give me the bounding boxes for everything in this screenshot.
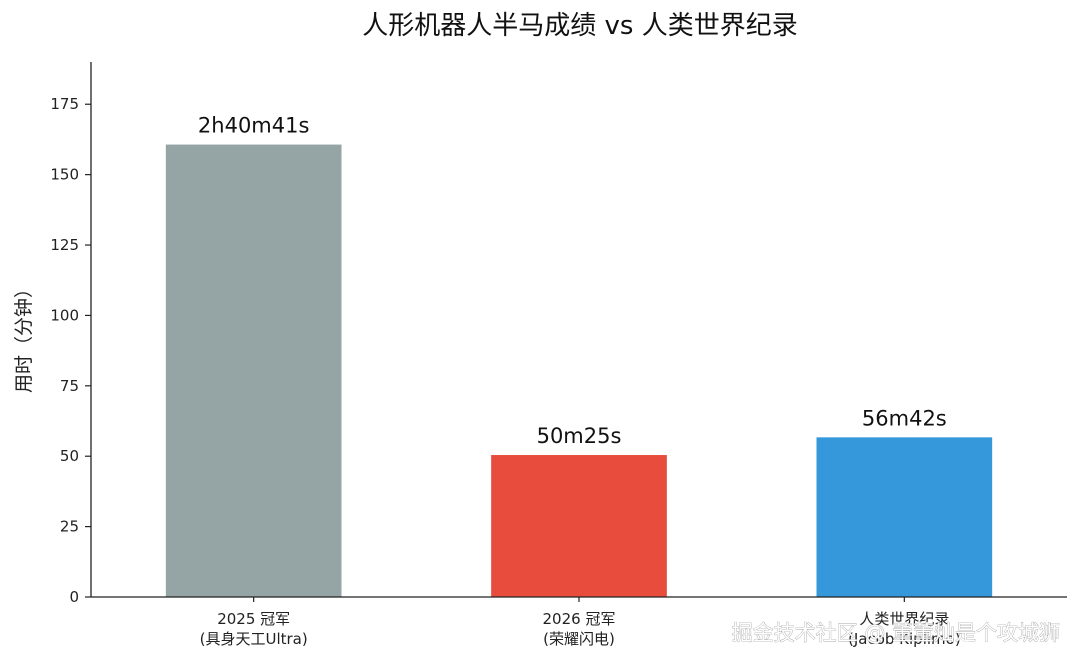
y-tick-label: 150 bbox=[50, 166, 79, 184]
data-labels: 2h40m41s 50m25s 56m42s bbox=[198, 114, 947, 448]
y-tick-label: 175 bbox=[50, 95, 79, 113]
x-tick-label: 2025 冠军 bbox=[217, 610, 290, 628]
y-tick-label: 100 bbox=[50, 306, 79, 324]
data-label: 56m42s bbox=[862, 406, 947, 430]
watermark-text: 掘金技术社区 @ 董董灿是个攻城狮 bbox=[732, 621, 1060, 645]
bar bbox=[165, 144, 342, 597]
bar bbox=[491, 455, 667, 597]
x-tick-label: 2026 冠军 bbox=[543, 610, 616, 628]
x-tick-label: (具身天工Ultra) bbox=[200, 630, 308, 648]
x-axis-categories: 2025 冠军 (具身天工Ultra) 2026 冠军 (荣耀闪电) 人类世界纪录 (Ja… bbox=[200, 597, 961, 648]
chart-title: 人形机器人半马成绩 vs 人类世界纪录 bbox=[362, 11, 797, 41]
bar bbox=[816, 437, 993, 597]
y-tick-label: 50 bbox=[60, 447, 79, 465]
y-tick-label: 25 bbox=[60, 518, 79, 536]
y-tick-label: 125 bbox=[50, 236, 79, 254]
y-tick-label: 0 bbox=[69, 588, 79, 606]
y-axis-label: 用时（分钟） bbox=[13, 279, 35, 393]
x-tick-label: 人类世界纪录 bbox=[859, 610, 949, 628]
y-tick-label: 75 bbox=[60, 377, 79, 395]
data-label: 2h40m41s bbox=[198, 114, 310, 138]
x-tick-label: (荣耀闪电) bbox=[543, 630, 615, 648]
x-tick-label: (Jacob Kiplimo) bbox=[848, 630, 961, 648]
data-label: 50m25s bbox=[537, 424, 622, 448]
y-axis-ticks: 0 25 50 75 100 125 150 175 bbox=[50, 95, 91, 606]
bars bbox=[165, 144, 993, 597]
